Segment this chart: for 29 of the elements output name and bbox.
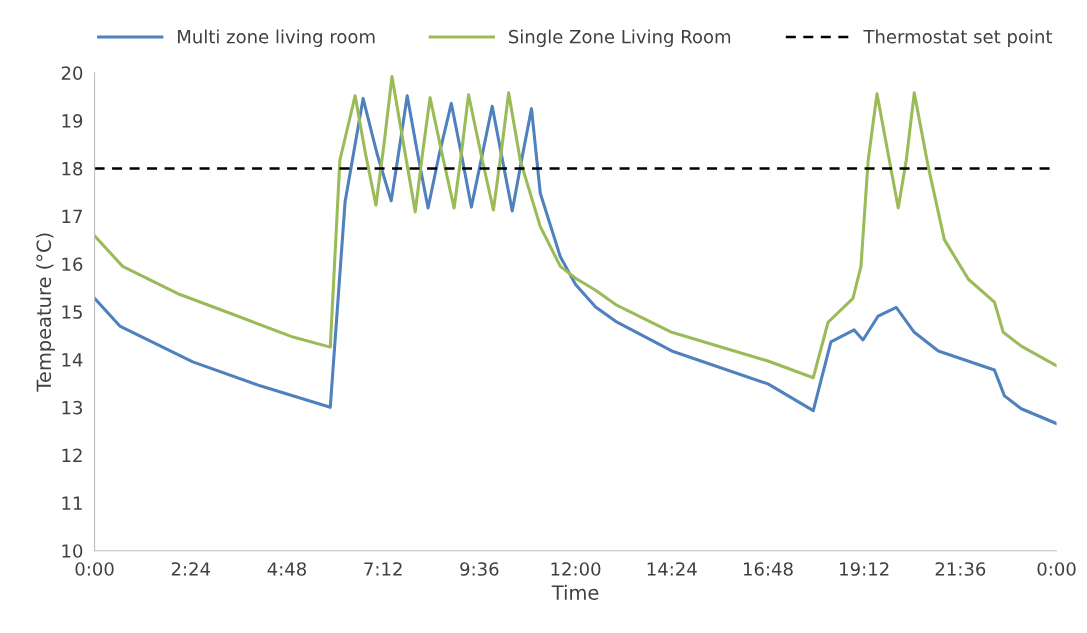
y-tick-label: 19 <box>62 114 83 128</box>
x-tick-label: 14:24 <box>647 562 697 576</box>
y-tick-label: 18 <box>62 161 83 176</box>
y-tick-label: 11 <box>62 496 82 510</box>
x-axis-title: Time <box>551 584 599 600</box>
y-axis-title: Tempeature (°C) <box>36 233 55 392</box>
x-tick-label: 21:36 <box>935 562 986 576</box>
y-tick-label: 20 <box>61 66 83 80</box>
y-tick-label: 13 <box>62 400 83 415</box>
line-series <box>94 75 1057 380</box>
y-tick-label: 12 <box>62 448 82 462</box>
y-tick-label: 17 <box>62 209 82 224</box>
y-tick-label: 14 <box>62 353 83 367</box>
x-tick-label: 19:12 <box>840 562 889 576</box>
y-tick-label: 10 <box>62 544 83 558</box>
y-tick-label: 15 <box>62 305 82 319</box>
x-tick-label: 4:48 <box>267 562 307 576</box>
x-tick-label: 7:12 <box>364 562 402 576</box>
line-series <box>94 94 1057 426</box>
legend-label: Multi zone living room <box>178 29 375 47</box>
legend-label: Thermostat set point <box>863 29 1053 47</box>
y-tick-label: 16 <box>62 257 83 272</box>
x-tick-label: 0:00 <box>1037 562 1076 576</box>
x-tick-label: 0:00 <box>75 562 114 576</box>
x-tick-label: 16:48 <box>743 562 793 576</box>
x-tick-label: 2:24 <box>171 562 211 576</box>
x-tick-label: 9:36 <box>460 562 499 576</box>
x-tick-label: 12:00 <box>551 562 601 576</box>
legend-label: Single Zone Living Room <box>509 29 731 47</box>
